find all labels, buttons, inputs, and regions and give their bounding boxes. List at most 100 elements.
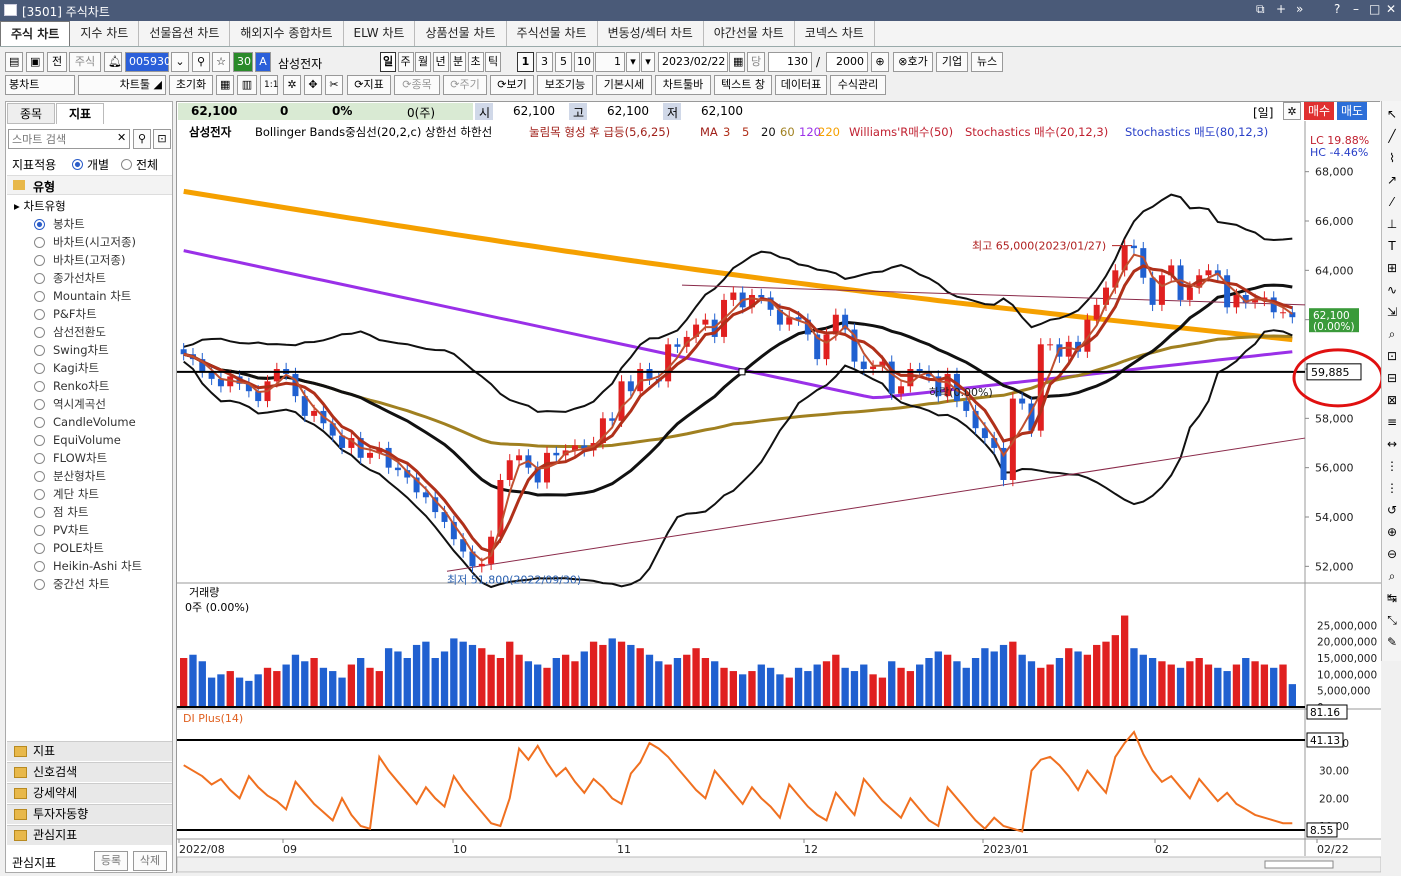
indicator-button[interactable]: ⟳지표	[347, 75, 391, 95]
help-icon[interactable]: ?	[1334, 2, 1341, 16]
draw-tool-icon[interactable]: ⋮	[1386, 481, 1398, 495]
hoga-button[interactable]: ⊗호가	[893, 52, 933, 72]
period-button[interactable]: ⟳주기	[443, 75, 487, 95]
tab-2[interactable]: 선물옵션 차트	[139, 21, 231, 46]
chart-type-select[interactable]: 봉차트	[5, 75, 75, 95]
chart-toolbar-button[interactable]: 차트툴바	[655, 75, 711, 95]
chart-type-item[interactable]: 점 차트	[34, 503, 88, 521]
chart-svg[interactable]: 삼성전자 Bollinger Bands중심선(20,2,c) 상한선 하한선 눌림…	[177, 121, 1381, 873]
draw-tool-icon[interactable]: ↗	[1386, 173, 1398, 187]
chart-type-item[interactable]: FLOW차트	[34, 449, 107, 467]
scissors-icon[interactable]: ✂	[325, 75, 343, 95]
chart-type-item[interactable]: Kagi차트	[34, 359, 99, 377]
table-icon[interactable]: ▦	[216, 75, 234, 95]
draw-tool-icon[interactable]: ⊥	[1386, 217, 1398, 231]
draw-tool-icon[interactable]: ↺	[1386, 503, 1398, 517]
interval-2[interactable]: 5	[555, 52, 572, 72]
total-input[interactable]: 2000	[826, 52, 868, 72]
interval-0[interactable]: 1	[517, 52, 534, 72]
chart-type-item[interactable]: 분산형차트	[34, 467, 106, 485]
ratio-button[interactable]: 1:1	[260, 75, 278, 95]
accordion-item[interactable]: 관심지표	[7, 825, 172, 845]
period-4[interactable]: 분	[450, 52, 466, 72]
crosshair-icon[interactable]: ✥	[304, 75, 322, 95]
expand-icon[interactable]: »	[1296, 2, 1304, 16]
chart-type-item[interactable]: Renko차트	[34, 377, 109, 395]
print-icon[interactable]: ▥	[237, 75, 257, 95]
tab-4[interactable]: ELW 차트	[344, 21, 416, 46]
draw-tool-icon[interactable]: ↖	[1386, 107, 1398, 121]
search-icon[interactable]: ⚲	[192, 52, 210, 72]
date-input[interactable]: 2023/02/22	[658, 52, 728, 72]
clear-icon[interactable]: ✕	[117, 131, 127, 144]
draw-tool-icon[interactable]: ⁄	[1390, 195, 1393, 209]
draw-tool-icon[interactable]: ∿	[1386, 283, 1398, 297]
chart-type-item[interactable]: POLE차트	[34, 539, 104, 557]
aux-button[interactable]: 보조기능	[537, 75, 593, 95]
draw-tool-icon[interactable]: ⌕	[1388, 569, 1396, 583]
chart-type-item[interactable]: 역시계곡선	[34, 395, 106, 413]
draw-tool-icon[interactable]: ⇲	[1386, 305, 1398, 319]
dang-button[interactable]: 당	[747, 52, 765, 72]
category-header[interactable]: 유형	[7, 175, 172, 195]
draw-tool-icon[interactable]: T	[1388, 239, 1396, 253]
count-input[interactable]: 130	[768, 52, 812, 72]
close-icon[interactable]: ✕	[1386, 2, 1397, 16]
maximize-icon[interactable]: □	[1369, 2, 1381, 16]
draw-tool-icon[interactable]: ⌕	[1388, 327, 1396, 341]
period-3[interactable]: 년	[432, 52, 449, 72]
list-icon[interactable]: ▤	[5, 52, 23, 72]
stock-type-button[interactable]: 주식	[69, 52, 101, 72]
period-6[interactable]: 틱	[485, 52, 501, 72]
delete-button[interactable]: 삭제	[133, 851, 167, 871]
chart-area[interactable]: 62,100 0 0% 0(주) 시 62,100 고 62,100 저 62,…	[176, 101, 1381, 873]
multiplier-dropdown2-icon[interactable]: ▾	[641, 52, 655, 72]
tab-8[interactable]: 야간선물 차트	[704, 21, 795, 46]
stock-button[interactable]: ⟳종목	[394, 75, 440, 95]
basic-quote-button[interactable]: 기본시세	[596, 75, 652, 95]
stock-code-input[interactable]: 005930	[125, 52, 171, 72]
interval-3[interactable]: 10	[574, 52, 594, 72]
interval-1[interactable]: 3	[536, 52, 553, 72]
draw-tool-icon[interactable]: ⤡	[1387, 613, 1397, 627]
text-window-button[interactable]: 텍스트 창	[714, 75, 772, 95]
chart-type-item[interactable]: 바차트(고저종)	[34, 251, 125, 269]
apply-all[interactable]: 전체	[121, 156, 158, 173]
save-icon[interactable]: ▣	[26, 52, 44, 72]
draw-tool-icon[interactable]: ⋮	[1386, 459, 1398, 473]
star-icon[interactable]: ☆	[212, 52, 230, 72]
sell-button[interactable]: 매도	[1337, 102, 1367, 120]
gear-icon[interactable]: ✲	[283, 75, 301, 95]
buy-button[interactable]: 매수	[1304, 102, 1334, 120]
news-button[interactable]: 뉴스	[971, 52, 1003, 72]
tab-7[interactable]: 변동성/섹터 차트	[598, 21, 704, 46]
formula-button[interactable]: 수식관리	[830, 75, 886, 95]
chart-type-item[interactable]: Heikin-Ashi 차트	[34, 557, 142, 575]
expand-panel-icon[interactable]: ⊡	[153, 129, 171, 149]
jeon-button[interactable]: 전	[47, 52, 67, 72]
chart-type-item[interactable]: P&F차트	[34, 305, 97, 323]
chart-type-item[interactable]: PV차트	[34, 521, 89, 539]
tree-parent[interactable]: ▸ 차트유형	[14, 198, 66, 214]
multiplier-select[interactable]: 1	[595, 52, 625, 72]
search-input[interactable]	[9, 130, 113, 148]
chart-type-item[interactable]: Swing차트	[34, 341, 109, 359]
chart-type-item[interactable]: 중간선 차트	[34, 575, 110, 593]
settings-icon[interactable]: ✲	[1283, 102, 1301, 120]
draw-tool-icon[interactable]: ⊟	[1386, 371, 1398, 385]
draw-tool-icon[interactable]: ↔	[1386, 437, 1398, 451]
period-0[interactable]: 일	[380, 52, 396, 72]
tab-5[interactable]: 상품선물 차트	[415, 21, 507, 46]
add-icon[interactable]: +	[1276, 2, 1287, 16]
chart-type-item[interactable]: Mountain 차트	[34, 287, 131, 305]
bell-icon[interactable]: 🔔︎	[104, 52, 122, 72]
tab-indicator[interactable]: 지표	[56, 103, 104, 124]
accordion-item[interactable]: 신호검색	[7, 762, 172, 782]
chart-type-item[interactable]: 종가선차트	[34, 269, 106, 287]
tab-stock[interactable]: 종목	[7, 103, 55, 124]
chart-type-item[interactable]: 바차트(시고저종)	[34, 233, 136, 251]
draw-tool-icon[interactable]: ↹	[1386, 591, 1398, 605]
period-value[interactable]: 30	[233, 52, 253, 72]
register-button[interactable]: 등록	[94, 851, 128, 871]
chart-type-item[interactable]: 삼선전환도	[34, 323, 106, 341]
